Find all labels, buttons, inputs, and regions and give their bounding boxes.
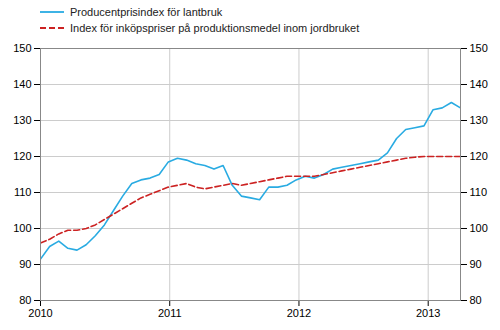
html-text:Index för inköpspriser på prod: Index för inköpspriser på produktionsmed… bbox=[70, 22, 360, 34]
svg-text:110: 110 bbox=[14, 186, 32, 198]
svg-text:80: 80 bbox=[470, 294, 482, 306]
svg-text:80: 80 bbox=[19, 294, 31, 306]
svg-text:140: 140 bbox=[470, 78, 488, 90]
svg-text:120: 120 bbox=[470, 150, 488, 162]
svg-text:2012: 2012 bbox=[287, 307, 311, 319]
svg-text:130: 130 bbox=[13, 114, 31, 126]
svg-text:90: 90 bbox=[470, 258, 482, 270]
svg-text:2010: 2010 bbox=[28, 307, 52, 319]
svg-text:2011: 2011 bbox=[158, 307, 182, 319]
svg-text:100: 100 bbox=[470, 222, 488, 234]
svg-text:120: 120 bbox=[13, 150, 31, 162]
svg-text:150: 150 bbox=[13, 42, 31, 54]
svg-text:2013: 2013 bbox=[416, 307, 440, 319]
svg-text:90: 90 bbox=[19, 258, 31, 270]
html-text:Producentprisindex för lantbru: Producentprisindex för lantbruk bbox=[70, 6, 223, 18]
svg-text:150: 150 bbox=[470, 42, 488, 54]
svg-text:130: 130 bbox=[470, 114, 488, 126]
svg-text:100: 100 bbox=[13, 222, 31, 234]
svg-text:140: 140 bbox=[13, 78, 31, 90]
svg-text:110: 110 bbox=[470, 186, 488, 198]
